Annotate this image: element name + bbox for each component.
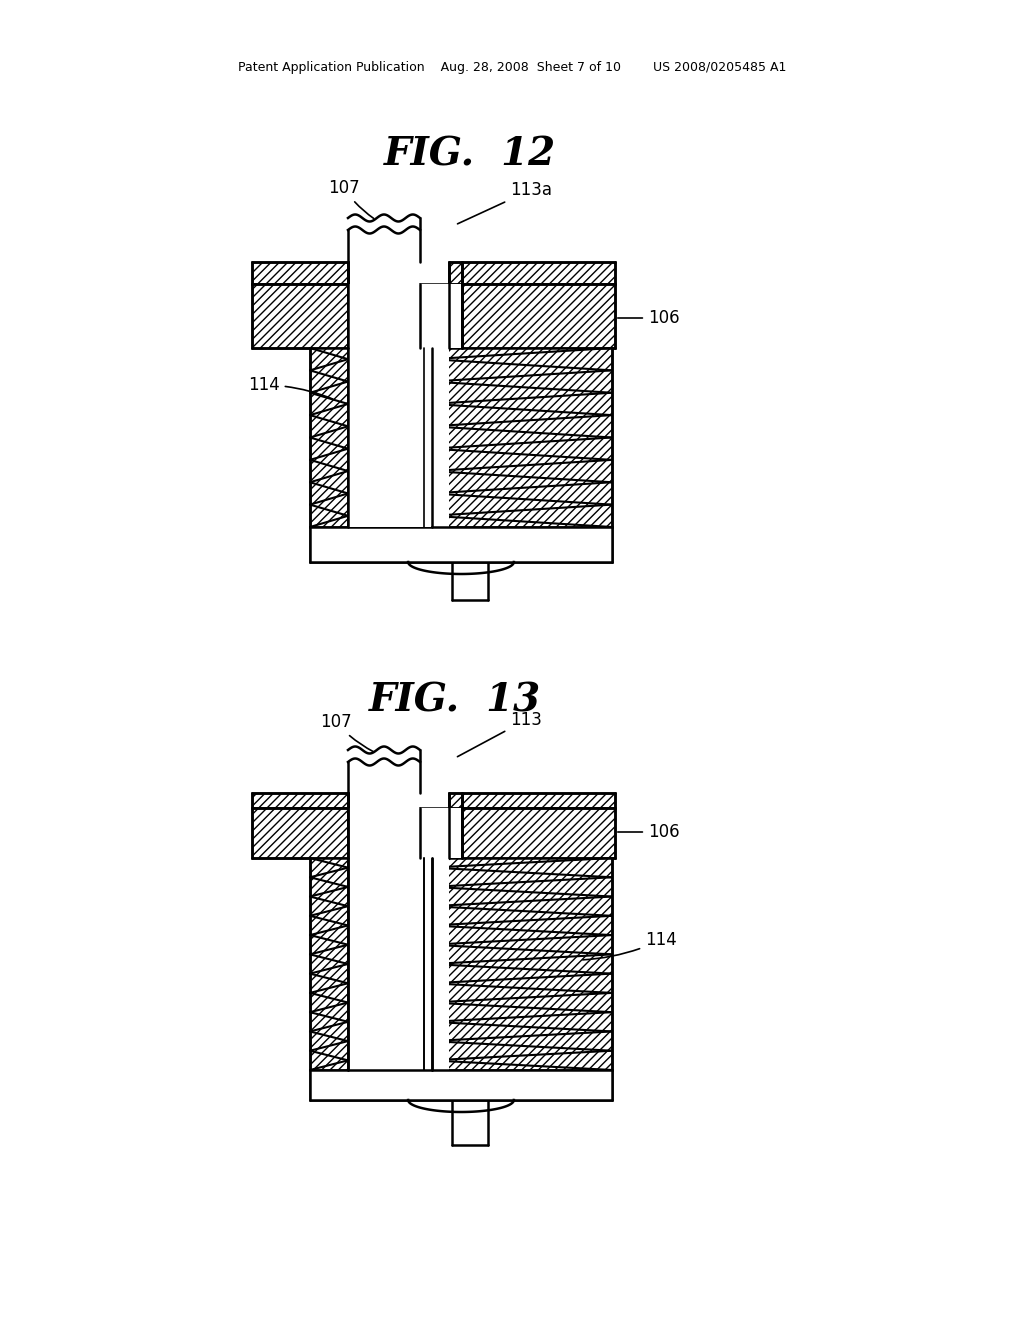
- Bar: [252, 261, 348, 284]
- Text: 107: 107: [319, 713, 374, 752]
- Text: FIG.  12: FIG. 12: [384, 136, 556, 174]
- Text: 113a: 113a: [458, 181, 552, 224]
- Bar: [349, 858, 431, 1071]
- Bar: [252, 793, 348, 808]
- Bar: [252, 284, 348, 348]
- Bar: [449, 261, 615, 284]
- Bar: [432, 858, 612, 1071]
- Text: FIG.  13: FIG. 13: [369, 681, 541, 719]
- Bar: [432, 348, 612, 527]
- Bar: [310, 1071, 612, 1100]
- Bar: [349, 348, 431, 527]
- Bar: [449, 793, 615, 808]
- Bar: [252, 808, 348, 858]
- Text: 114: 114: [583, 931, 677, 960]
- Bar: [310, 348, 348, 527]
- Bar: [462, 808, 615, 858]
- Text: Patent Application Publication    Aug. 28, 2008  Sheet 7 of 10        US 2008/02: Patent Application Publication Aug. 28, …: [238, 62, 786, 74]
- Text: 114: 114: [248, 376, 333, 399]
- Bar: [450, 284, 461, 348]
- Text: 106: 106: [617, 822, 680, 841]
- Text: 113: 113: [458, 711, 542, 756]
- Bar: [310, 527, 612, 562]
- Bar: [349, 808, 419, 858]
- Bar: [349, 284, 419, 348]
- Bar: [310, 858, 348, 1071]
- Bar: [462, 284, 615, 348]
- Bar: [420, 808, 449, 858]
- Bar: [348, 284, 449, 527]
- Text: 106: 106: [617, 309, 680, 327]
- Bar: [450, 808, 461, 858]
- Text: 107: 107: [328, 180, 374, 218]
- Bar: [420, 284, 449, 348]
- Bar: [348, 808, 449, 1071]
